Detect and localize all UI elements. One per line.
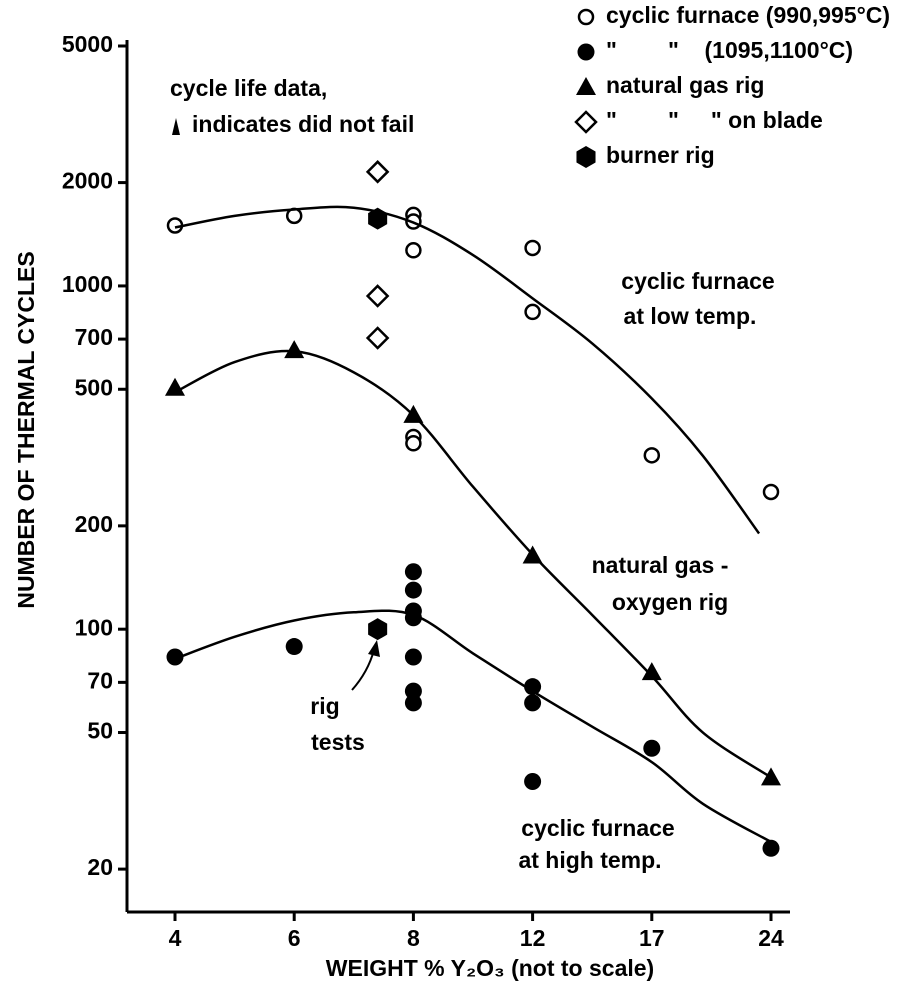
legend-label: cyclic furnace (990,995°C) [606, 2, 890, 28]
curve-label: cyclic furnace [521, 815, 674, 841]
point [365, 326, 390, 350]
legend-marker [576, 146, 596, 168]
annotation: rig [310, 693, 339, 719]
legend-marker [577, 8, 595, 26]
y-tick-label: 200 [75, 511, 113, 537]
x-tick-label: 24 [758, 925, 784, 951]
y-tick-label: 50 [87, 718, 113, 744]
point [524, 303, 541, 321]
legend-marker [576, 77, 596, 95]
point [404, 682, 422, 700]
curve [174, 205, 761, 535]
y-axis-label: NUMBER OF THERMAL CYCLES [13, 251, 39, 608]
y-tick-label: 100 [75, 614, 113, 640]
y-tick-label: 2000 [62, 168, 113, 194]
point [524, 694, 542, 712]
x-axis-label: WEIGHT % Y₂O₃ (not to scale) [326, 955, 654, 981]
point [284, 340, 305, 359]
curve-label: oxygen rig [612, 589, 728, 615]
annotation: indicates did not fail [192, 111, 414, 137]
x-tick-label: 17 [639, 925, 665, 951]
y-tick-label: 500 [75, 374, 113, 400]
point [404, 581, 422, 599]
point [762, 839, 780, 857]
curve-label: at high temp. [518, 847, 661, 873]
y-tick-label: 70 [87, 667, 113, 693]
y-tick-label: 1000 [62, 271, 113, 297]
annotation: cycle life data, [170, 75, 327, 101]
x-tick-label: 12 [520, 925, 546, 951]
legend-label: natural gas rig [606, 72, 764, 98]
legend-label: " " (1095,1100°C) [606, 37, 853, 63]
y-tick-label: 700 [75, 324, 113, 350]
point [285, 638, 303, 656]
curve [174, 609, 772, 844]
point [643, 739, 661, 757]
curve [174, 349, 772, 779]
point [641, 662, 662, 681]
point [405, 242, 422, 259]
curve-label: cyclic furnace [621, 268, 774, 294]
annotation: tests [311, 729, 365, 755]
arrow-glyph [172, 118, 180, 135]
legend-label: burner rig [606, 142, 715, 168]
x-tick-label: 6 [288, 925, 301, 951]
point [405, 435, 422, 452]
annotation-arrow [351, 649, 375, 691]
point [404, 648, 422, 666]
curve-label: natural gas - [592, 552, 729, 578]
legend-marker [577, 43, 595, 61]
legend-marker [574, 110, 598, 134]
point [368, 618, 388, 641]
y-tick-label: 5000 [62, 31, 113, 57]
point [165, 377, 185, 396]
point [404, 694, 422, 712]
x-tick-label: 4 [169, 925, 182, 951]
y-tick-label: 20 [87, 854, 113, 880]
point [365, 284, 390, 308]
point [524, 678, 542, 696]
point [404, 563, 422, 581]
point [643, 447, 661, 464]
point [166, 648, 184, 666]
curve-label: at low temp. [624, 303, 757, 329]
point [365, 160, 390, 184]
legend-label: " " " on blade [606, 107, 823, 133]
x-tick-label: 8 [407, 925, 420, 951]
annotation-arrow [368, 640, 380, 657]
point [762, 483, 780, 501]
point [524, 239, 541, 257]
point [524, 772, 542, 790]
